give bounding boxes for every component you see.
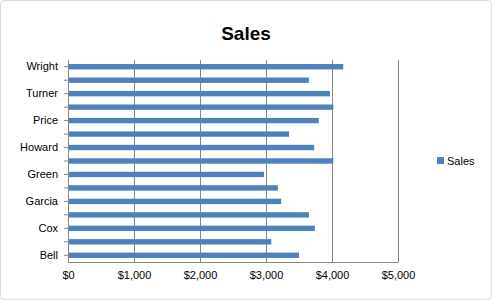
tick-mark	[64, 201, 68, 202]
tick-mark	[64, 80, 68, 81]
chart-title: Sales	[221, 23, 271, 44]
tick-label: $5,000	[382, 269, 416, 281]
tick	[64, 107, 68, 108]
bar	[68, 131, 289, 136]
tick-mark	[64, 241, 68, 242]
tick	[64, 80, 68, 81]
legend-label: Sales	[447, 155, 475, 167]
tick-label: Bell	[40, 249, 58, 261]
tick: Bell	[40, 249, 68, 261]
bar	[68, 226, 315, 231]
tick: $4,000	[316, 262, 350, 281]
tick-mark	[64, 66, 68, 67]
tick-label: $2,000	[184, 269, 218, 281]
tick: $1,000	[118, 262, 152, 281]
tick-label: $3,000	[250, 269, 284, 281]
tick-label: Cox	[38, 222, 58, 234]
tick	[64, 214, 68, 215]
legend: Sales	[437, 155, 475, 167]
bar	[68, 64, 343, 69]
bar	[68, 172, 264, 177]
tick-label: Garcia	[26, 195, 59, 207]
chart: Sales $0 $1,000 $2,000 $3,000 $4,000 $5,000 Bel…	[0, 0, 492, 300]
bar	[68, 118, 319, 123]
tick: $0	[62, 262, 74, 281]
y-axis: Bell Cox Garcia Green Howard Price Turner Wrigh…	[20, 60, 68, 262]
tick	[64, 241, 68, 242]
tick-mark	[64, 161, 68, 162]
x-axis: $0 $1,000 $2,000 $3,000 $4,000 $5,000	[62, 262, 415, 281]
tick-mark	[64, 228, 68, 229]
bar	[68, 145, 314, 150]
tick	[64, 134, 68, 135]
tick-mark	[64, 93, 68, 94]
bar	[68, 158, 333, 163]
tick: Price	[33, 114, 68, 126]
tick: Turner	[26, 87, 68, 99]
legend-swatch	[437, 157, 444, 164]
tick-label: $1,000	[118, 269, 152, 281]
tick-label: Howard	[20, 141, 58, 153]
tick: $5,000	[382, 262, 416, 281]
tick-mark	[64, 120, 68, 121]
tick: Wright	[26, 60, 68, 72]
bar	[68, 253, 299, 258]
axis-line	[68, 61, 69, 263]
tick-mark	[64, 134, 68, 135]
grid	[68, 60, 398, 262]
bar	[68, 91, 330, 96]
tick: $3,000	[250, 262, 284, 281]
tick-label: Wright	[26, 60, 58, 72]
tick	[64, 161, 68, 162]
tick: $2,000	[184, 262, 218, 281]
tick-mark	[64, 107, 68, 108]
bar	[68, 239, 271, 244]
tick	[64, 187, 68, 188]
tick: Cox	[38, 222, 68, 234]
bar	[68, 199, 281, 204]
bar	[68, 185, 278, 190]
tick: Garcia	[26, 195, 68, 207]
tick-mark	[64, 255, 68, 256]
tick-mark	[64, 147, 68, 148]
tick: Howard	[20, 141, 68, 153]
chart-frame	[1, 1, 492, 300]
tick-label: $4,000	[316, 269, 350, 281]
tick-mark	[64, 187, 68, 188]
bar	[68, 104, 333, 109]
tick-mark	[64, 174, 68, 175]
tick-mark	[64, 214, 68, 215]
bar	[68, 78, 309, 83]
bar	[68, 212, 309, 217]
tick-label: Green	[27, 168, 58, 180]
tick-label: Turner	[26, 87, 58, 99]
tick: Green	[27, 168, 68, 180]
tick-label: Price	[33, 114, 58, 126]
axis-line	[69, 262, 399, 263]
tick-label: $0	[62, 269, 74, 281]
bars	[68, 64, 343, 258]
grid-line	[398, 60, 399, 262]
